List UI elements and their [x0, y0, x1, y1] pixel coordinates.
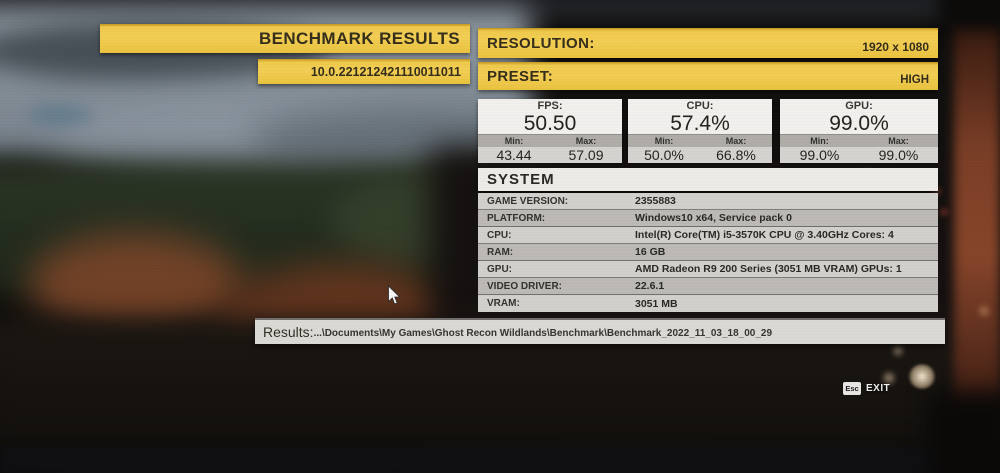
stats-row: FPS: 50.50 Min: Max: 43.44 57.09 CPU: 57… [478, 99, 938, 163]
esc-key-badge: Esc [843, 381, 861, 395]
system-row-video-driver: VIDEO DRIVER: 22.6.1 [478, 278, 938, 295]
gpu-min-label: Min: [810, 135, 829, 146]
fps-stat-box: FPS: 50.50 Min: Max: 43.44 57.09 [478, 99, 622, 163]
cpu-value: 57.4% [670, 111, 730, 135]
system-row-game-version: GAME VERSION: 2355883 [478, 193, 938, 210]
fps-max-value: 57.09 [568, 146, 604, 163]
exit-button[interactable]: Esc EXIT [843, 381, 890, 395]
system-header-title: SYSTEM [487, 171, 555, 188]
system-row-gpu: GPU: AMD Radeon R9 200 Series (3051 MB V… [478, 261, 938, 278]
fps-max-label: Max: [575, 135, 597, 146]
gpu-stat-box: GPU: 99.0% Min: Max: 99.0% 99.0% [780, 99, 938, 163]
cpu-min-value: 50.0% [644, 146, 684, 163]
fps-value: 50.50 [523, 111, 577, 135]
bokeh-light [890, 344, 906, 358]
gpu-max-value: 99.0% [878, 146, 919, 163]
cpu-max-value: 66.8% [716, 146, 756, 163]
version-banner: 10.0.221212421110011011 [258, 59, 470, 84]
system-row-vram: VRAM: 3051 MB [478, 295, 938, 312]
bg-blue-patch [28, 106, 92, 124]
preset-label: PRESET: [487, 67, 554, 85]
bokeh-light [938, 206, 950, 218]
gpu-min-value: 99.0% [799, 146, 840, 163]
preset-value: HIGH [900, 74, 929, 86]
cpu-max-label: Max: [725, 135, 747, 146]
system-row-platform: PLATFORM: Windows10 x64, Service pack 0 [478, 210, 938, 227]
version-number: 10.0.221212421110011011 [310, 64, 461, 79]
results-bar: Results: ...\Documents\My Games\Ghost Re… [255, 318, 945, 344]
mouse-cursor [388, 285, 401, 305]
resolution-value: 1920 x 1080 [862, 40, 929, 54]
system-header: SYSTEM [478, 168, 938, 191]
fps-label: FPS: [537, 100, 563, 112]
system-row-ram: RAM: 16 GB [478, 244, 938, 261]
system-row-cpu: CPU: Intel(R) Core(TM) i5-3570K CPU @ 3.… [478, 227, 938, 244]
gpu-label: GPU: [845, 100, 873, 112]
resolution-label: RESOLUTION: [487, 34, 595, 52]
bg-corner-shadow [928, 392, 1000, 473]
results-path: ...\Documents\My Games\Ghost Recon Wildl… [313, 328, 773, 339]
results-label: Results: [263, 324, 314, 340]
gpu-value: 99.0% [829, 111, 889, 135]
cpu-label: CPU: [686, 100, 714, 112]
fps-min-value: 43.44 [496, 146, 532, 163]
gpu-max-label: Max: [888, 135, 909, 146]
bokeh-light [880, 370, 898, 386]
benchmark-results-banner: BENCHMARK RESULTS [100, 24, 470, 53]
bg-corner-shadow [938, 0, 1000, 30]
fps-min-label: Min: [504, 135, 524, 146]
monitor-bezel [0, 448, 1000, 473]
cpu-stat-box: CPU: 57.4% Min: Max: 50.0% 66.8% [628, 99, 772, 163]
wall-behind-monitor [954, 18, 1000, 450]
bokeh-light [976, 303, 992, 319]
cpu-min-label: Min: [654, 135, 674, 146]
exit-label: EXIT [866, 382, 891, 394]
bokeh-light [908, 364, 936, 389]
system-table: GAME VERSION: 2355883 PLATFORM: Windows1… [478, 193, 938, 312]
resolution-banner: RESOLUTION: 1920 x 1080 [478, 28, 938, 58]
preset-banner: PRESET: HIGH [478, 62, 938, 90]
page-title: BENCHMARK RESULTS [258, 28, 460, 48]
